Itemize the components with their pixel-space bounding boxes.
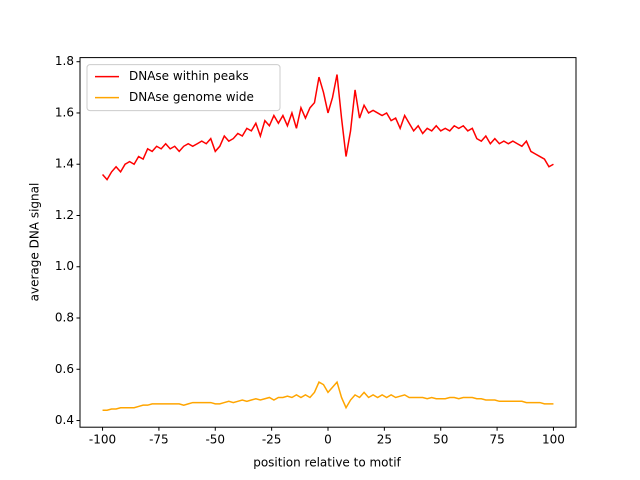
x-tick-label: 50 xyxy=(433,433,448,447)
y-tick-label: 1.8 xyxy=(55,54,74,68)
data-line xyxy=(101,74,554,181)
data-line xyxy=(102,380,554,412)
legend-label: DNAse genome wide xyxy=(129,90,254,104)
x-tick-label: 25 xyxy=(377,433,392,447)
y-tick-label: 1.0 xyxy=(55,259,74,273)
legend-box xyxy=(86,64,281,112)
y-tick-label: 1.2 xyxy=(55,208,74,222)
y-tick-label: 1.6 xyxy=(55,105,74,119)
x-tick-label: 75 xyxy=(489,433,504,447)
y-tick-label: 0.4 xyxy=(55,413,74,427)
y-tick-label: 1.4 xyxy=(55,157,74,171)
x-tick-label: -75 xyxy=(149,433,169,447)
y-tick-label: 0.8 xyxy=(55,311,74,325)
x-tick-label: -25 xyxy=(262,433,282,447)
plot-frame xyxy=(79,57,577,428)
x-tick-label: 0 xyxy=(324,433,332,447)
x-tick-label: -50 xyxy=(205,433,225,447)
x-axis-label: position relative to motif xyxy=(253,456,401,470)
x-tick-label: 100 xyxy=(542,433,565,447)
y-tick-label: 0.6 xyxy=(55,362,74,376)
x-tick-label: -100 xyxy=(89,433,116,447)
y-axis-label: average DNA signal xyxy=(28,183,42,302)
legend-label: DNAse within peaks xyxy=(129,69,249,83)
